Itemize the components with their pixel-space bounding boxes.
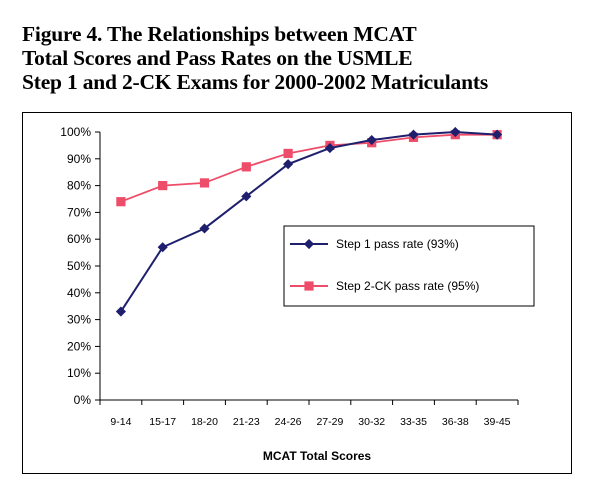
data-point xyxy=(492,129,503,140)
x-tick-label: 30-32 xyxy=(358,416,385,428)
legend-swatch-marker xyxy=(304,281,314,291)
x-axis-title: MCAT Total Scores xyxy=(263,449,372,463)
series-layer xyxy=(115,126,503,317)
y-tick-label: 60% xyxy=(67,232,91,246)
series-step2ck xyxy=(116,130,502,207)
data-point xyxy=(450,126,461,138)
legend-swatch-marker xyxy=(303,238,315,250)
x-axis: 9-14 15-17 18-20 21-23 24-26 27-29 30-32 33-35 3… xyxy=(99,399,519,428)
series-line xyxy=(120,133,498,203)
x-tick-label: 39-45 xyxy=(484,416,511,428)
x-tick-label: 24-26 xyxy=(275,416,302,428)
legend-box xyxy=(283,225,535,307)
figure-title-line-1: Figure 4. The Relationships between MCAT xyxy=(22,22,417,46)
x-tick-label: 15-17 xyxy=(149,416,176,428)
y-tick-label: 100% xyxy=(60,125,91,139)
data-point xyxy=(199,178,210,188)
y-axis: 0% 10% 20% 30% 40% 50% 60% 70% 80% 90% 100% xyxy=(60,125,101,407)
data-point xyxy=(283,148,293,159)
data-point xyxy=(157,242,168,253)
data-point xyxy=(283,159,294,170)
legend-label: Step 2-CK pass rate (95%) xyxy=(336,279,479,293)
data-point xyxy=(199,223,210,234)
y-tick-label: 40% xyxy=(67,286,91,300)
series-line xyxy=(120,130,498,313)
data-point xyxy=(241,162,251,172)
y-tick-label: 80% xyxy=(67,179,91,193)
data-point xyxy=(241,191,252,202)
x-tick-label: 21-23 xyxy=(233,416,260,428)
x-tick-label: 33-35 xyxy=(400,416,427,428)
figure-title-line-2: Total Scores and Pass Rates on the USMLE xyxy=(22,46,413,70)
legend-label: Step 1 pass rate (93%) xyxy=(336,237,459,251)
x-tick-label: 36-38 xyxy=(442,416,469,428)
data-point xyxy=(115,306,126,317)
data-point xyxy=(408,129,419,140)
x-tick-label: 9-14 xyxy=(110,416,131,428)
y-tick-label: 90% xyxy=(67,152,91,166)
legend-item: Step 1 pass rate (93%) xyxy=(290,237,459,251)
series-step1 xyxy=(115,126,503,317)
y-tick-label: 70% xyxy=(67,205,91,219)
figure-title-line-3: Step 1 and 2-CK Exams for 2000-2002 Matr… xyxy=(22,70,488,94)
x-tick-label: 27-29 xyxy=(316,416,343,428)
y-tick-label: 30% xyxy=(67,313,91,327)
data-point xyxy=(324,143,335,154)
y-tick-label: 50% xyxy=(67,259,91,273)
x-tick-label: 18-20 xyxy=(191,416,218,428)
data-point xyxy=(366,134,377,146)
data-point xyxy=(116,197,126,207)
y-tick-label: 0% xyxy=(74,393,92,407)
chart-frame xyxy=(22,112,572,474)
figure-title: Figure 4. The Relationships between MCAT… xyxy=(22,22,592,94)
y-tick-label: 20% xyxy=(67,339,91,353)
legend-item: Step 2-CK pass rate (95%) xyxy=(290,279,479,293)
data-point xyxy=(158,180,168,191)
legend: Step 1 pass rate (93%) Step 2-CK pass rat… xyxy=(283,225,535,307)
y-tick-label: 10% xyxy=(67,366,91,380)
